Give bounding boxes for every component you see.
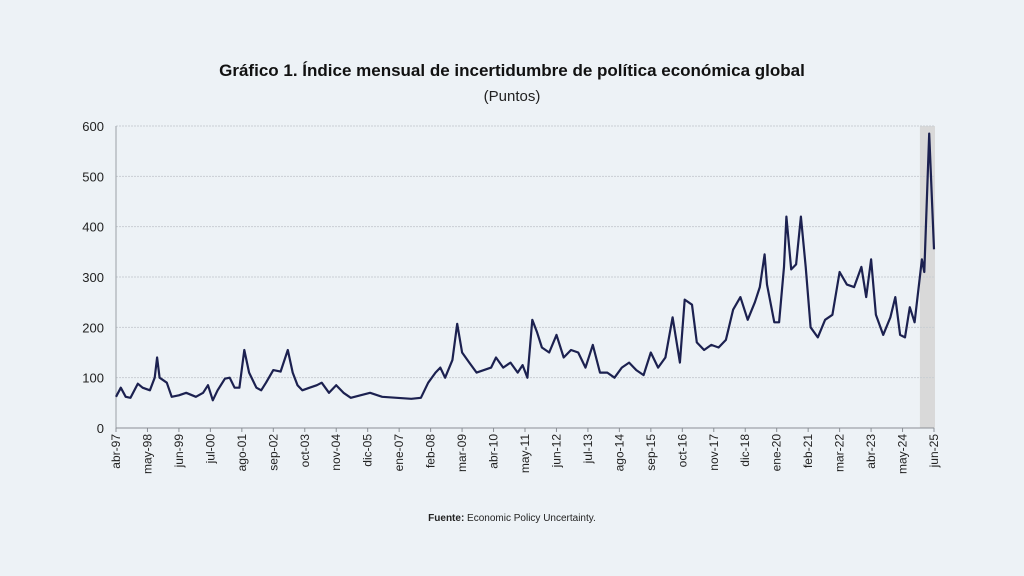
x-tick-label-dic-05: dic-05 bbox=[361, 434, 375, 467]
x-tick-label-abr-10: abr-10 bbox=[487, 434, 501, 469]
x-tick-label-dic-18: dic-18 bbox=[738, 434, 752, 467]
x-tick-label-abr-97: abr-97 bbox=[109, 434, 123, 469]
x-tick-label-jul-13: jul-13 bbox=[581, 434, 595, 465]
y-tick-label-200: 200 bbox=[82, 320, 104, 335]
x-tick-label-jun-25: jun-25 bbox=[927, 434, 941, 469]
y-tick-label-400: 400 bbox=[82, 220, 104, 235]
chart-subtitle: (Puntos) bbox=[483, 88, 541, 105]
x-tick-label-nov-04: nov-04 bbox=[329, 434, 343, 471]
x-tick-label-jun-99: jun-99 bbox=[172, 434, 186, 469]
x-tick-label-ene-20: ene-20 bbox=[770, 434, 784, 472]
x-tick-label-mar-22: mar-22 bbox=[833, 434, 847, 472]
x-tick-label-oct-16: oct-16 bbox=[675, 434, 689, 468]
x-tick-label-may-11: may-11 bbox=[518, 434, 532, 473]
x-tick-label-nov-17: nov-17 bbox=[707, 434, 721, 471]
y-tick-label-100: 100 bbox=[82, 371, 104, 386]
x-tick-label-jun-12: jun-12 bbox=[549, 434, 563, 469]
source-label: Fuente: bbox=[428, 513, 465, 524]
x-tick-label-abr-23: abr-23 bbox=[864, 434, 878, 469]
x-tick-label-sep-02: sep-02 bbox=[266, 434, 280, 471]
x-tick-label-jul-00: jul-00 bbox=[203, 434, 217, 465]
x-tick-label-ago-01: ago-01 bbox=[235, 434, 249, 472]
series-line-0 bbox=[115, 132, 936, 402]
x-tick-label-may-24: may-24 bbox=[896, 434, 910, 474]
x-tick-label-oct-03: oct-03 bbox=[298, 434, 312, 468]
source-note: Fuente: Economic Policy Uncertainty. bbox=[0, 513, 1024, 524]
y-tick-label-500: 500 bbox=[82, 169, 104, 184]
x-tick-label-ene-07: ene-07 bbox=[392, 434, 406, 472]
x-tick-label-may-98: may-98 bbox=[140, 434, 154, 474]
chart-title: Gráfico 1. Índice mensual de incertidumb… bbox=[219, 61, 805, 80]
y-tick-label-0: 0 bbox=[97, 421, 104, 436]
x-tick-label-ago-14: ago-14 bbox=[612, 434, 626, 472]
source-text: Economic Policy Uncertainty. bbox=[464, 513, 596, 524]
y-tick-label-600: 600 bbox=[82, 119, 104, 134]
y-tick-label-300: 300 bbox=[82, 270, 104, 285]
x-tick-label-feb-08: feb-08 bbox=[424, 434, 438, 468]
x-tick-label-feb-21: feb-21 bbox=[801, 434, 815, 468]
x-tick-label-sep-15: sep-15 bbox=[644, 434, 658, 471]
x-tick-label-mar-09: mar-09 bbox=[455, 434, 469, 472]
